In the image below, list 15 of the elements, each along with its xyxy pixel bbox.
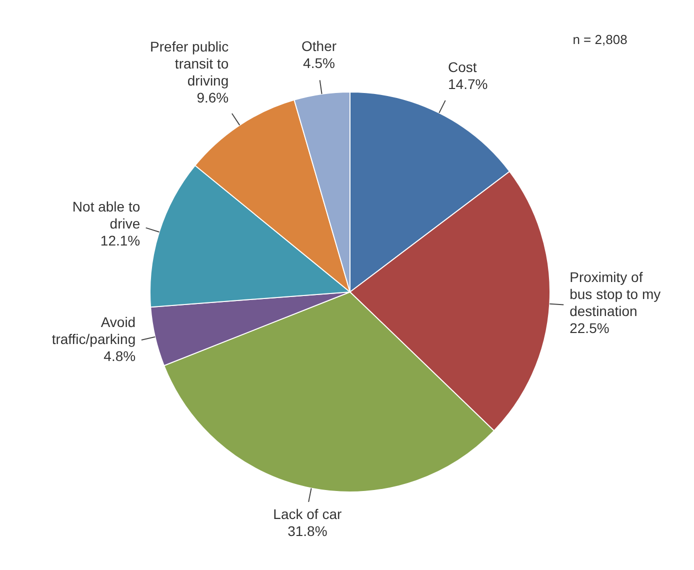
slice-label: Not able to drive (72, 198, 140, 232)
data-label: 4.5% (303, 55, 335, 72)
slice-label: Avoid traffic/parking (52, 314, 136, 347)
data-label: 4.8% (104, 348, 136, 364)
slice-label: Cost (448, 59, 477, 76)
data-label: 9.6% (196, 90, 229, 106)
data-label: 14.7% (448, 76, 488, 92)
data-label: 31.8% (288, 522, 328, 539)
slice-label: Lack of car (273, 506, 342, 522)
data-label: 22.5% (570, 320, 610, 336)
text: n = 2,808 (572, 32, 628, 47)
slice-label: Prefer public transit to driving (150, 38, 229, 89)
data-label: 12.1% (100, 232, 140, 248)
slice-label: Other (301, 38, 337, 54)
slice-label: Proximity of bus stop to my destination (570, 269, 661, 320)
